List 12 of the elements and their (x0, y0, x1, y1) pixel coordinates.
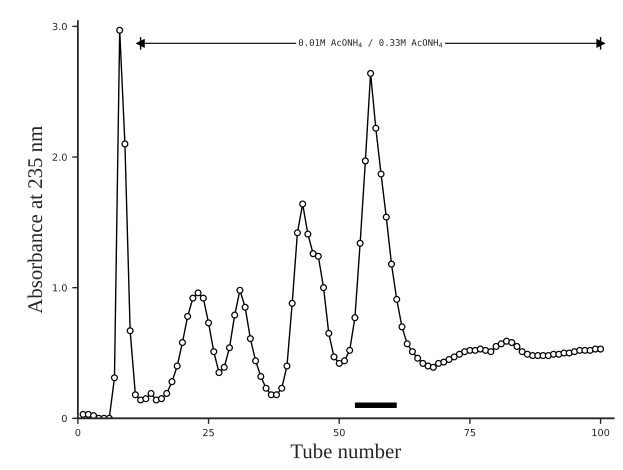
y-tick-label: 1.0 (53, 284, 67, 292)
x-tick-label: 0 (75, 428, 80, 436)
annotation: 0.01M AcONH$_{4}$ / 0.33M AcONH$_{4}$ (298, 39, 442, 48)
x-tick-label: 100 (592, 428, 610, 436)
y-tick-label: 2.0 (52, 153, 67, 161)
y-axis-title: Absorbance at 235 nm (28, 126, 42, 314)
x-axis-title: Tube number (290, 444, 402, 458)
x-tick-label: 75 (464, 429, 476, 436)
y-tick-label: 0 (62, 414, 67, 422)
x-tick-label: 50 (334, 428, 345, 436)
y-tick-label: 3.0 (52, 22, 67, 30)
x-tick-label: 25 (203, 428, 214, 436)
